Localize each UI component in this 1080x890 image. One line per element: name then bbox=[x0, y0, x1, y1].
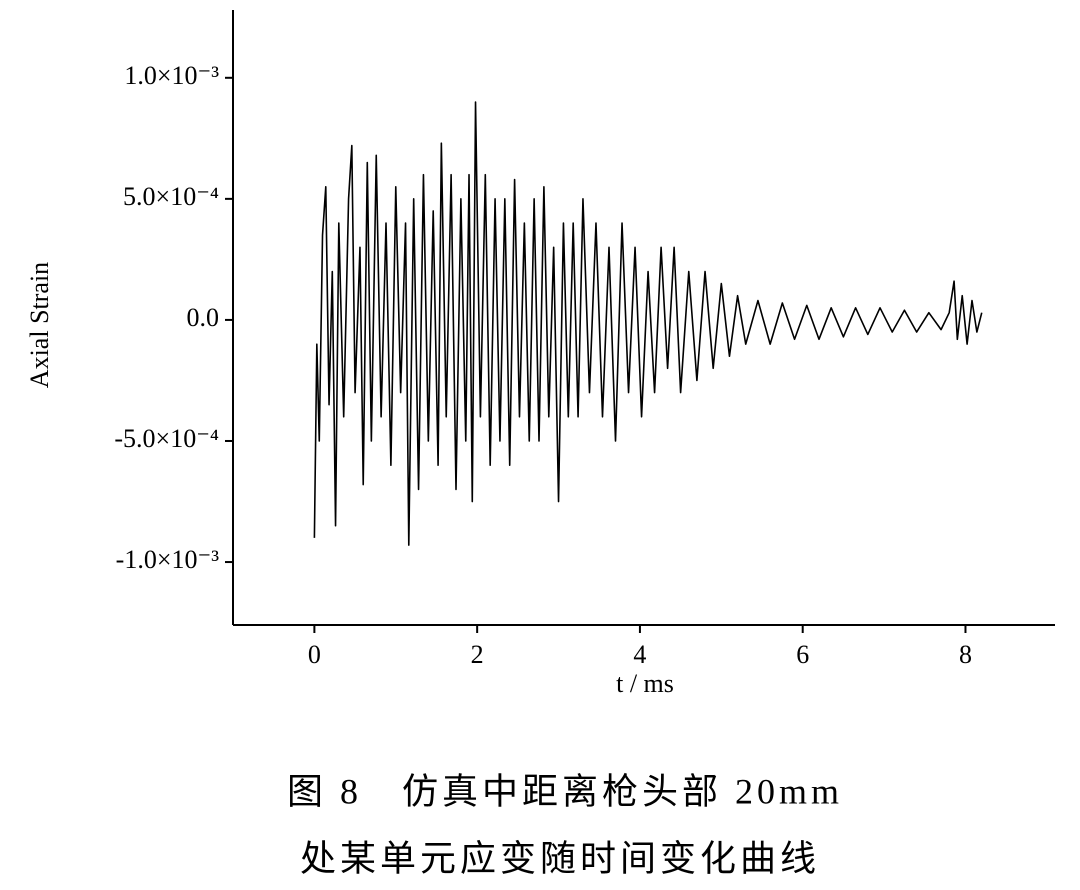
x-tick-label: 6 bbox=[796, 640, 809, 669]
signal-line bbox=[313, 101, 983, 546]
y-tick-label: 0.0 bbox=[187, 303, 220, 332]
y-tick-label: -5.0×10⁻⁴ bbox=[114, 424, 219, 453]
y-axis-label: Axial Strain bbox=[25, 262, 54, 388]
caption-line: 处某单元应变随时间变化曲线 bbox=[300, 838, 820, 878]
y-tick-label: 1.0×10⁻³ bbox=[124, 61, 219, 90]
x-tick-label: 2 bbox=[471, 640, 484, 669]
x-tick-label: 8 bbox=[959, 640, 972, 669]
x-tick-label: 4 bbox=[633, 640, 646, 669]
x-tick-label: 0 bbox=[308, 640, 321, 669]
x-axis-label: t / ms bbox=[616, 669, 674, 698]
y-tick-label: -1.0×10⁻³ bbox=[116, 545, 220, 574]
y-tick-label: 5.0×10⁻⁴ bbox=[123, 182, 219, 211]
caption-line: 图 8 仿真中距离枪头部 20mm bbox=[287, 771, 843, 811]
